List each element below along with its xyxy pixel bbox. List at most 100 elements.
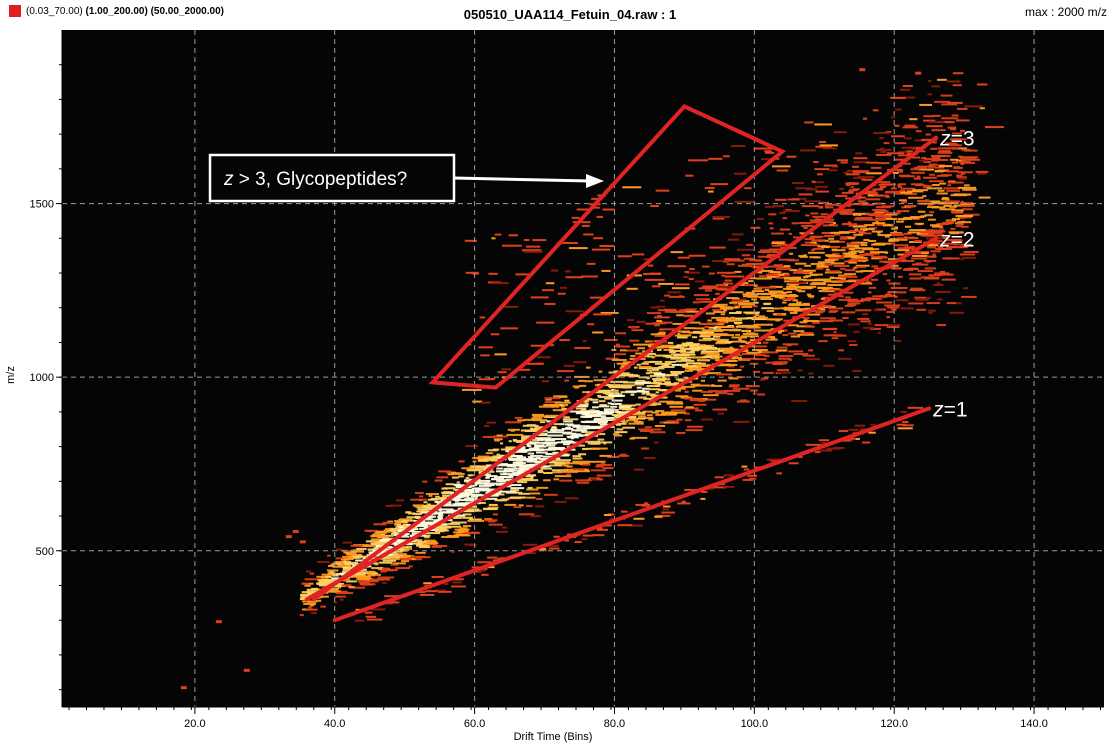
heatmap-cell — [501, 526, 508, 529]
heatmap-cell — [492, 435, 508, 438]
heatmap-cell — [771, 244, 782, 247]
heatmap-cell — [683, 315, 693, 318]
axes: 20.0 40.0 60.0 80.0 100.0 120.0 140.0500100015… — [5, 30, 1104, 743]
heatmap-cell — [320, 605, 326, 608]
heatmap-cell — [433, 525, 450, 528]
heatmap-cell — [931, 156, 939, 159]
heatmap-cell — [724, 275, 745, 278]
heatmap-cell — [646, 369, 653, 372]
heatmap-cell — [537, 471, 544, 474]
heatmap-cell — [534, 445, 547, 448]
heatmap-cell — [894, 291, 907, 294]
heatmap-cell — [661, 411, 678, 414]
heatmap-cell — [674, 411, 687, 414]
heatmap-cell — [840, 267, 846, 270]
heatmap-cell — [684, 407, 699, 410]
heatmap-cell — [484, 425, 490, 428]
heatmap-cell — [513, 506, 522, 509]
heatmap-cell — [934, 166, 945, 169]
heatmap-cell — [665, 356, 679, 359]
heatmap-cell — [472, 460, 477, 463]
heatmap-cell — [876, 148, 892, 151]
heatmap-cell — [586, 262, 596, 265]
heatmap-cell — [912, 254, 928, 257]
heatmap-cell — [766, 254, 777, 257]
heatmap-cell — [326, 569, 339, 572]
heatmap-cell — [305, 570, 311, 573]
heatmap-cell — [654, 354, 672, 357]
heatmap-cell — [748, 280, 754, 283]
heatmap-cell — [805, 188, 818, 191]
heatmap-cell — [674, 389, 682, 392]
heatmap-cell — [631, 327, 637, 330]
heatmap-cell — [610, 380, 622, 383]
heatmap-cell — [956, 174, 963, 177]
heatmap-cell — [863, 239, 870, 242]
heatmap-cell — [810, 241, 817, 244]
heatmap-cell — [951, 138, 967, 141]
heatmap-cell — [562, 462, 578, 465]
heatmap-cell — [328, 564, 335, 567]
charge-state-label: z=2 — [939, 228, 974, 251]
heatmap-cell — [701, 390, 713, 393]
heatmap-cell — [592, 427, 605, 430]
heatmap-cell — [328, 570, 332, 573]
heatmap-cell — [923, 185, 932, 188]
heatmap-cell — [926, 302, 941, 305]
heatmap-cell — [957, 221, 972, 224]
heatmap-cell — [438, 508, 454, 511]
heatmap-cell — [632, 411, 646, 414]
heatmap-cell — [909, 229, 926, 232]
heatmap-cell — [714, 338, 729, 341]
heatmap-cell — [572, 457, 583, 460]
heatmap-cell — [354, 550, 364, 553]
heatmap-cell — [880, 183, 897, 186]
heatmap-cell — [772, 271, 781, 274]
heatmap-cell — [521, 456, 527, 459]
heatmap-cell — [849, 258, 867, 261]
heatmap-cell — [561, 427, 574, 430]
heatmap-cell — [688, 268, 695, 271]
heatmap-cell — [922, 297, 932, 300]
heatmap-cell — [546, 443, 551, 446]
heatmap-cell — [823, 290, 835, 293]
heatmap-cell — [684, 412, 690, 415]
heatmap-cell — [613, 414, 626, 417]
heatmap-cell — [811, 180, 816, 183]
heatmap-cell — [496, 453, 501, 456]
heatmap-cell — [340, 590, 348, 593]
heatmap-cell — [546, 444, 556, 447]
heatmap-cell — [937, 223, 949, 226]
heatmap-cell — [868, 286, 877, 289]
heatmap-cell — [571, 216, 580, 219]
heatmap-cell — [354, 619, 364, 622]
heatmap-cell — [647, 355, 654, 358]
heatmap-cell — [809, 256, 819, 259]
heatmap-cell — [613, 370, 619, 373]
heatmap-cell — [372, 533, 382, 536]
heatmap-cell — [385, 528, 390, 531]
heatmap-cell — [735, 305, 741, 308]
heatmap-cell — [764, 205, 775, 208]
heatmap-cell — [443, 487, 456, 490]
heatmap-cell — [312, 599, 322, 602]
heatmap-cell — [742, 335, 760, 338]
heatmap-cell — [817, 261, 835, 264]
heatmap-cell — [778, 357, 791, 360]
heatmap-cell — [644, 416, 654, 419]
heatmap-cell — [544, 401, 562, 404]
heatmap-cell — [741, 282, 749, 285]
heatmap-cell — [827, 257, 845, 260]
heatmap-cell — [618, 454, 629, 457]
heatmap-cell — [644, 426, 652, 429]
heatmap-cell — [564, 423, 574, 426]
heatmap-cell — [713, 311, 726, 314]
y-tick-label: 1500 — [30, 199, 54, 211]
heatmap-cell — [438, 590, 452, 593]
heatmap-cell — [800, 331, 814, 334]
heatmap-cell — [919, 159, 928, 162]
heatmap-cell — [735, 311, 742, 314]
heatmap-cell — [538, 405, 554, 408]
heatmap-cell — [827, 270, 841, 273]
heatmap-cell — [380, 570, 387, 573]
